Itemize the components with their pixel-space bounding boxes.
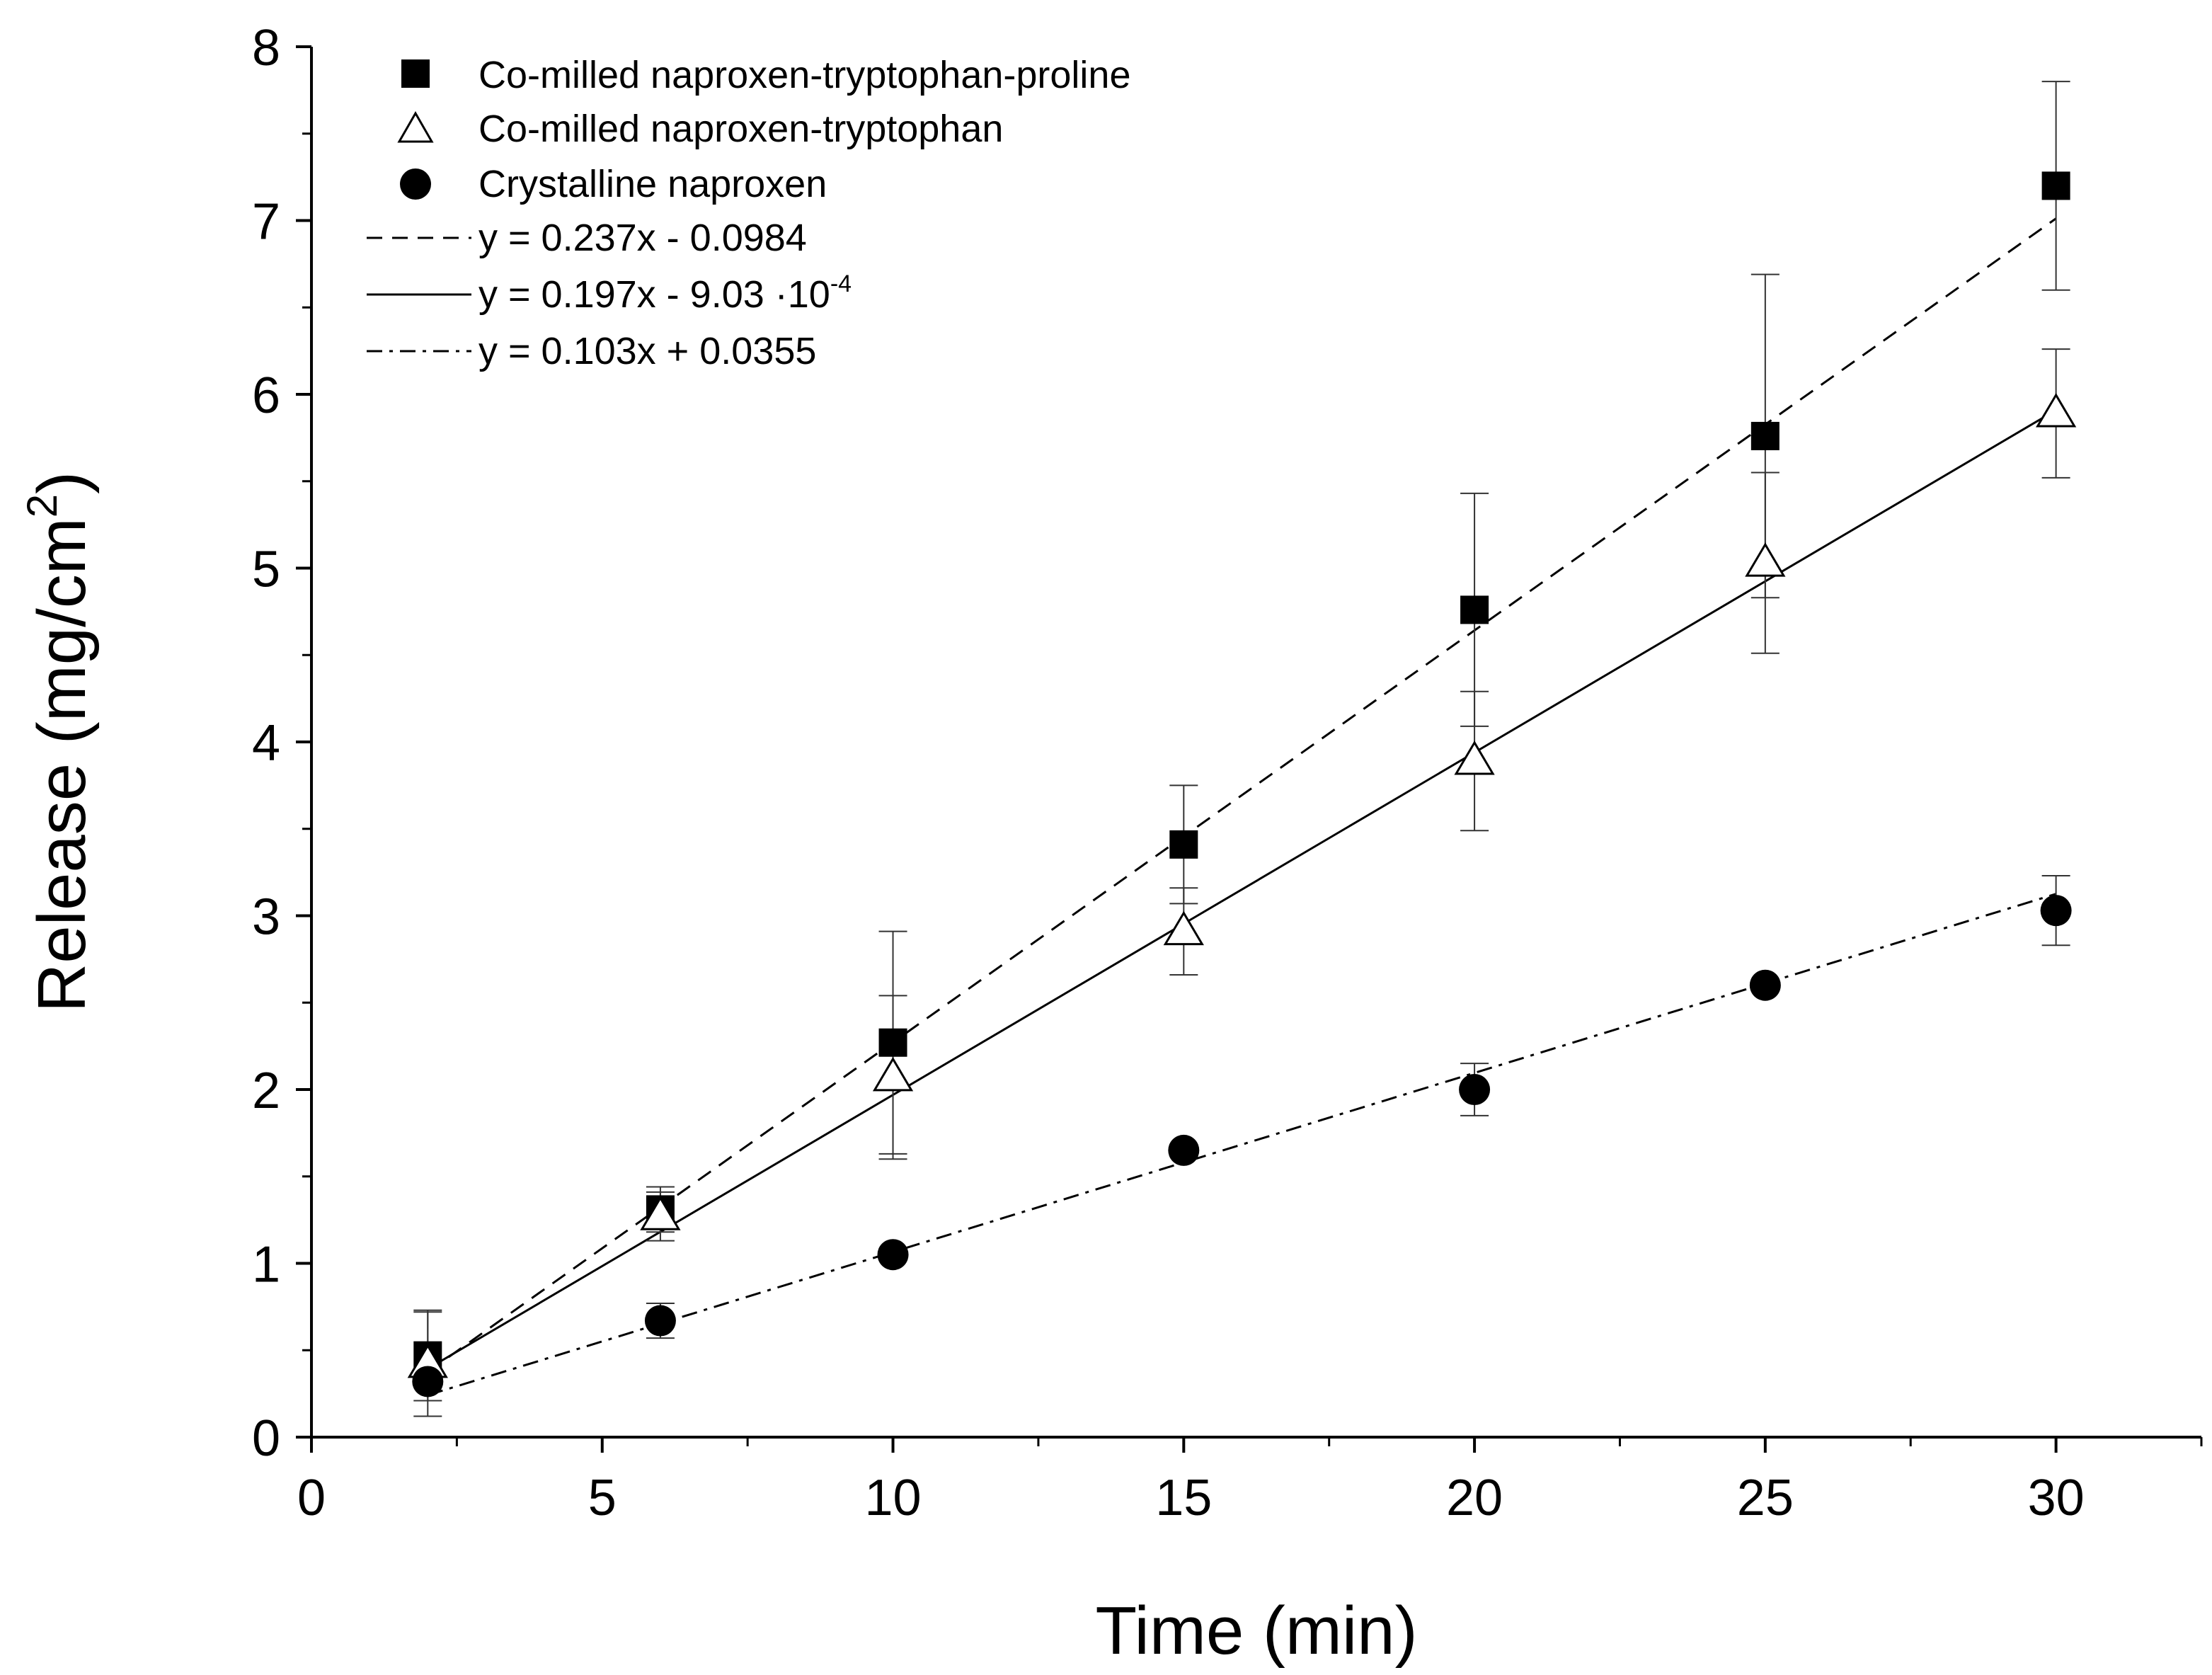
- point-series-1: [1163, 910, 1204, 946]
- y-axis-title-close: ): [24, 471, 100, 494]
- fit-lines: [427, 217, 2057, 1397]
- point-series-2: [1459, 1074, 1491, 1105]
- y-tick-label: 7: [252, 194, 280, 251]
- legend-marker-triangle: [397, 110, 434, 143]
- y-axis-title: Release (mg/cm2): [18, 471, 100, 1012]
- y-tick-label: 2: [252, 1063, 280, 1119]
- legend-marker-circle: [400, 168, 431, 200]
- point-series-0: [1750, 421, 1780, 450]
- axis-ticks: 0 5 10 15 20 25 30 0 1 2 3 4 5 6 7 8: [252, 20, 2203, 1526]
- legend-marker-square: [401, 59, 430, 88]
- point-series-2: [1168, 1134, 1200, 1166]
- point-series-1: [640, 1196, 681, 1230]
- point-series-1: [2035, 393, 2077, 428]
- y-tick-label: 4: [252, 715, 280, 772]
- point-series-0: [1460, 595, 1489, 624]
- x-tick-label: 25: [1737, 1470, 1794, 1526]
- point-series-1: [872, 1056, 914, 1092]
- point-series-2: [412, 1366, 444, 1397]
- point-series-2: [2040, 895, 2072, 927]
- legend-label-series-0: Co-milled naproxen-tryptophan-proline: [478, 54, 1130, 96]
- legend-label-series-1: Co-milled naproxen-tryptophan: [478, 108, 1003, 150]
- point-series-2: [877, 1239, 909, 1271]
- y-tick-label: 6: [252, 367, 280, 424]
- legend-label-fit-1-sup: -4: [830, 270, 852, 297]
- y-tick-label: 3: [252, 889, 280, 946]
- fit-line-1: [427, 409, 2057, 1370]
- x-tick-label: 5: [588, 1470, 617, 1526]
- data-points: [407, 171, 2077, 1397]
- y-axis-title-sup: 2: [18, 494, 66, 518]
- x-tick-label: 30: [2028, 1470, 2085, 1526]
- y-tick-label: 0: [252, 1410, 280, 1467]
- point-series-0: [1169, 830, 1198, 859]
- legend-label-fit-1: y = 0.197x - 9.03 ·10-4: [478, 270, 852, 316]
- point-series-1: [1454, 741, 1495, 775]
- y-tick-label: 5: [252, 542, 280, 598]
- y-axis-title-main: Release (mg/cm: [24, 518, 100, 1012]
- x-tick-label: 20: [1446, 1470, 1503, 1526]
- point-series-1: [1745, 542, 1786, 577]
- x-tick-label: 15: [1155, 1470, 1212, 1526]
- x-tick-label: 10: [864, 1470, 921, 1526]
- x-tick-label: 0: [297, 1470, 326, 1526]
- point-series-2: [644, 1305, 676, 1337]
- legend: Co-milled naproxen-tryptophan-proline Co…: [367, 54, 1130, 372]
- legend-label-fit-2: y = 0.103x + 0.0355: [478, 330, 816, 372]
- x-axis-title: Time (min): [1095, 1593, 1417, 1669]
- legend-label-fit-0: y = 0.237x - 0.0984: [478, 217, 807, 259]
- fit-line-0: [427, 217, 2057, 1373]
- legend-label-fit-1-main: y = 0.197x - 9.03 ·10: [478, 273, 830, 316]
- y-tick-label: 8: [252, 20, 280, 76]
- point-series-0: [878, 1028, 907, 1057]
- y-tick-label: 1: [252, 1237, 280, 1293]
- legend-label-series-2: Crystalline naproxen: [478, 163, 827, 205]
- point-series-2: [1749, 969, 1781, 1001]
- point-series-0: [2041, 171, 2070, 200]
